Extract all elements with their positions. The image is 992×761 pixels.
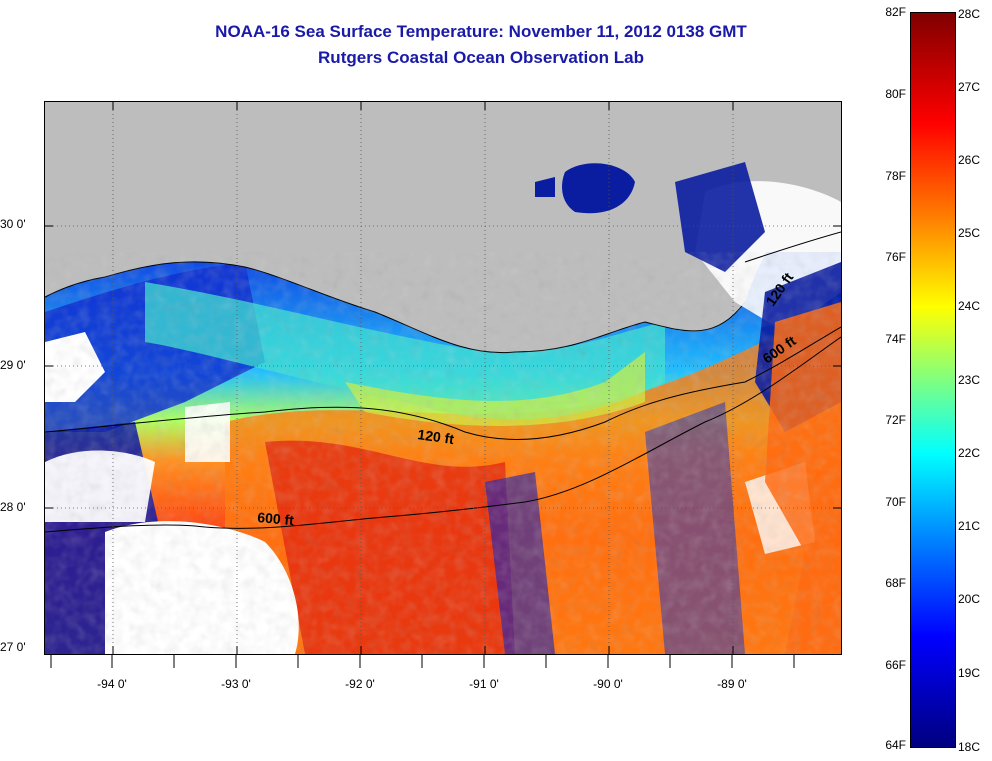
lat-label: 28 0' (0, 500, 26, 514)
lat-label: 30 0' (0, 217, 26, 231)
scale-label-c: 19C (958, 666, 981, 680)
scale-label-f: 74F (885, 332, 906, 346)
scale-label-c: 23C (958, 373, 981, 387)
contour-label: 600 ft (257, 509, 295, 528)
scale-label-f: 68F (885, 576, 906, 590)
scale-label-f: 72F (885, 413, 906, 427)
lon-label: -91 0' (469, 677, 499, 691)
scale-label-c: 27C (958, 80, 981, 94)
scale-label-c: 26C (958, 153, 981, 167)
lat-label: 27 0' (0, 640, 26, 654)
scale-label-c: 28C (958, 7, 981, 21)
lat-label: 29 0' (0, 358, 26, 372)
scale-label-c: 21C (958, 519, 981, 533)
map-subtitle: Rutgers Coastal Ocean Observation Lab (318, 48, 644, 67)
scale-label-f: 82F (885, 5, 906, 19)
sst-map-image: 120 ft 600 ft 120 ft 600 ft (45, 102, 841, 654)
graticule (45, 102, 841, 654)
color-scale-bar (910, 12, 956, 748)
scale-label-c: 22C (958, 446, 981, 460)
scale-label-c: 20C (958, 592, 981, 606)
scale-label-f: 66F (885, 658, 906, 672)
contour-600ft (45, 336, 841, 533)
scale-label-c: 18C (958, 740, 981, 754)
contour-label: 120 ft (417, 426, 456, 447)
scale-label-f: 80F (885, 87, 906, 101)
scale-label-f: 64F (885, 738, 906, 752)
scale-label-f: 76F (885, 250, 906, 264)
lon-label: -93 0' (221, 677, 251, 691)
lon-label: -90 0' (593, 677, 623, 691)
lon-label: -94 0' (97, 677, 127, 691)
outer-ticks (50, 654, 795, 668)
map-title: NOAA-16 Sea Surface Temperature: Novembe… (215, 22, 747, 41)
scale-label-c: 24C (958, 299, 981, 313)
sst-map: 120 ft 600 ft 120 ft 600 ft (44, 101, 842, 655)
lon-label: -92 0' (345, 677, 375, 691)
lon-label: -89 0' (717, 677, 747, 691)
scale-label-f: 78F (885, 169, 906, 183)
contour-120ft (45, 326, 841, 440)
scale-label-c: 25C (958, 226, 981, 240)
scale-label-f: 70F (885, 495, 906, 509)
axis-ticks (45, 102, 841, 654)
